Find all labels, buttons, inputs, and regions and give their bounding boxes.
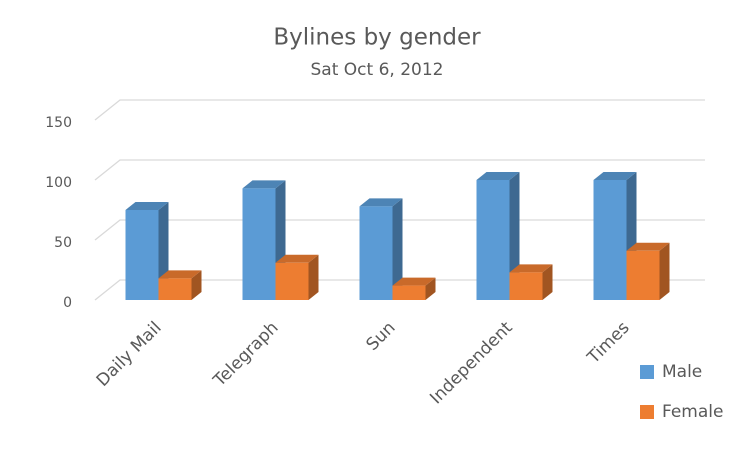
bar <box>242 188 276 300</box>
grid-line <box>94 99 705 121</box>
x-tick-label: Times <box>583 318 634 369</box>
legend-swatch <box>640 405 654 419</box>
y-tick-label: 0 <box>63 295 72 311</box>
x-tick-label: Independent <box>426 318 517 409</box>
legend-swatch <box>640 365 654 379</box>
y-tick-label: 150 <box>45 115 72 131</box>
bar <box>359 206 393 300</box>
bar-top <box>242 180 286 189</box>
bar-top <box>125 202 169 210</box>
bar-top <box>275 254 319 263</box>
bar-side <box>542 264 553 300</box>
bar <box>275 262 309 300</box>
bar <box>125 210 159 300</box>
bar-top <box>359 198 403 207</box>
x-tick-label: Telegraph <box>209 318 282 391</box>
x-tick-label: Sun <box>363 318 400 355</box>
y-tick-label: 100 <box>45 175 72 191</box>
bar-top <box>158 270 202 279</box>
bar <box>476 180 510 300</box>
bar <box>158 278 192 300</box>
bar-side <box>392 198 403 300</box>
x-tick-label: Daily Mail <box>93 318 166 391</box>
bar-side <box>308 254 319 300</box>
chart-title: Bylines by gender <box>273 25 481 51</box>
bar <box>626 250 660 300</box>
chart-subtitle: Sat Oct 6, 2012 <box>311 60 444 80</box>
grid-line <box>94 159 705 181</box>
y-tick-label: 50 <box>54 235 72 251</box>
bar-side <box>425 277 436 300</box>
bar-side <box>191 270 202 300</box>
bar <box>593 180 627 300</box>
bar-top <box>593 172 637 180</box>
bar-top <box>476 172 520 180</box>
bar <box>392 285 426 300</box>
legend-label: Female <box>662 402 723 422</box>
bar-top <box>392 277 436 286</box>
bar-top <box>509 264 553 273</box>
bar <box>509 272 543 300</box>
bar-side <box>659 242 670 300</box>
legend-label: Male <box>662 362 702 382</box>
bar-top <box>626 242 670 251</box>
